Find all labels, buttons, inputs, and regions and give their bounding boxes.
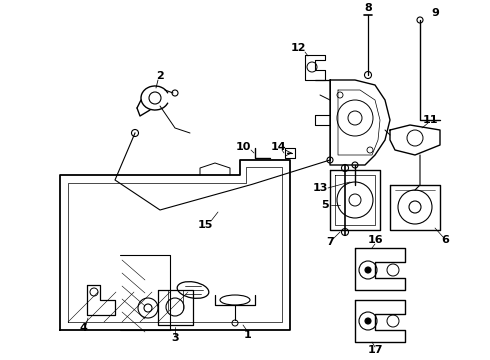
Text: 3: 3 [171, 333, 179, 343]
Text: 9: 9 [431, 8, 439, 18]
Text: 16: 16 [367, 235, 383, 245]
Ellipse shape [177, 282, 209, 298]
Text: 12: 12 [290, 43, 306, 53]
Text: 6: 6 [441, 235, 449, 245]
Text: 7: 7 [326, 237, 334, 247]
Text: 14: 14 [270, 142, 286, 152]
Text: 11: 11 [422, 115, 438, 125]
Text: 2: 2 [156, 71, 164, 81]
Text: 4: 4 [79, 323, 87, 333]
Text: 5: 5 [321, 200, 329, 210]
Text: 8: 8 [364, 3, 372, 13]
Ellipse shape [220, 295, 250, 305]
Text: 13: 13 [312, 183, 328, 193]
Circle shape [365, 318, 371, 324]
Circle shape [365, 267, 371, 273]
Text: 15: 15 [197, 220, 213, 230]
Text: 17: 17 [367, 345, 383, 355]
Text: 10: 10 [235, 142, 251, 152]
Text: 1: 1 [244, 330, 252, 340]
